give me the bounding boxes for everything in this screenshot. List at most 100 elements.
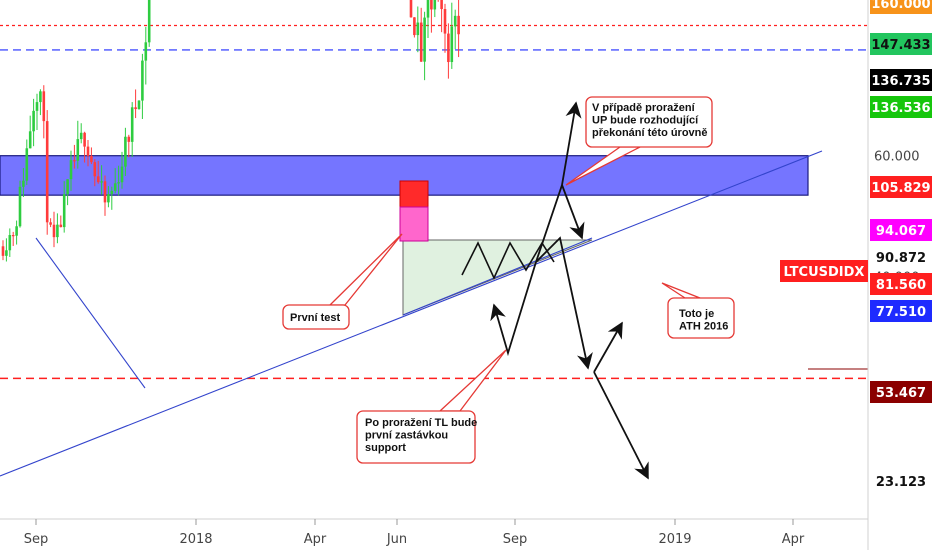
x-tick-label-4: Sep — [503, 532, 528, 547]
svg-text:147.433: 147.433 — [871, 38, 930, 53]
price-tag-6: 90.872 — [869, 245, 932, 269]
price-tag-0: 160.000 — [870, 0, 932, 14]
svg-text:160.000: 160.000 — [871, 0, 930, 12]
annotation-text-2-1: ATH 2016 — [679, 321, 728, 333]
candle-35 — [120, 151, 124, 189]
ascending-trendline — [0, 150, 823, 477]
candle-131 — [447, 23, 450, 79]
x-tick-label-5: 2019 — [658, 532, 691, 547]
svg-text:23.123: 23.123 — [876, 475, 926, 490]
candle-24 — [83, 131, 86, 163]
svg-text:77.510: 77.510 — [876, 305, 926, 320]
annotation-text-0-0: V případě proražení — [592, 102, 696, 114]
candle-14 — [49, 218, 52, 228]
candle-13 — [45, 110, 49, 235]
candle-37 — [127, 134, 131, 158]
candle-3 — [11, 231, 15, 246]
candle-127 — [433, 0, 437, 18]
triangle-lower-line — [402, 237, 593, 316]
candle-40 — [137, 100, 141, 110]
candle-38 — [130, 102, 134, 157]
svg-text:136.735: 136.735 — [871, 74, 930, 89]
candle-122 — [416, 6, 420, 53]
annotation-text-3-0: Po proražení TL bude — [365, 417, 477, 429]
candle-1 — [5, 238, 8, 262]
price-tag-1: 147.433 — [870, 33, 932, 55]
candle-29 — [100, 165, 103, 195]
candle-11 — [39, 89, 42, 116]
arrow-5 — [593, 371, 649, 480]
candle-0 — [1, 240, 5, 261]
candle-129 — [440, 0, 443, 33]
candle-134 — [457, 0, 460, 58]
arrow-4 — [593, 321, 623, 373]
annotation-text-2-0: Toto je — [679, 308, 714, 320]
candles — [1, 0, 460, 262]
annotation-callout-1: První test — [282, 233, 403, 330]
price-tag-5: 94.067 — [870, 219, 932, 241]
svg-text:105.829: 105.829 — [871, 181, 930, 196]
price-tag-8: 77.510 — [870, 300, 932, 322]
price-tag-7: 81.560 — [870, 273, 932, 295]
candle-7 — [25, 139, 29, 185]
svg-text:53.467: 53.467 — [876, 386, 926, 401]
x-tick-label-1: 2018 — [179, 532, 212, 547]
candle-43 — [147, 0, 151, 47]
candle-132 — [450, 2, 454, 69]
candle-41 — [141, 53, 144, 119]
candle-28 — [96, 160, 100, 184]
pink-box — [399, 206, 429, 242]
arrow-3 — [490, 261, 537, 357]
price-tag-2: 136.735 — [870, 69, 932, 91]
candle-9 — [32, 98, 35, 147]
svg-text:94.067: 94.067 — [876, 224, 926, 239]
candle-4 — [15, 220, 18, 245]
svg-text:81.560: 81.560 — [876, 278, 926, 293]
candle-36 — [124, 127, 127, 177]
candle-22 — [76, 120, 80, 169]
price-tag-9: 53.467 — [870, 381, 932, 403]
candle-128 — [437, 0, 439, 2]
svg-text:LTCUSDIDX: LTCUSDIDX — [784, 265, 865, 280]
candle-32 — [110, 186, 114, 210]
candle-2 — [8, 228, 12, 257]
candle-123 — [419, 7, 423, 62]
candle-133 — [453, 9, 457, 50]
candle-8 — [28, 115, 32, 149]
candle-121 — [413, 17, 416, 38]
arrow-1 — [561, 184, 585, 240]
descending-trendline — [35, 237, 146, 389]
candle-25 — [86, 140, 90, 167]
price-tag-3: 136.536 — [870, 96, 932, 118]
svg-text:90.872: 90.872 — [876, 251, 926, 266]
candle-31 — [107, 186, 110, 208]
x-tick-label-6: Apr — [782, 532, 805, 547]
x-tick-label-3: Jun — [386, 532, 407, 547]
candle-27 — [93, 159, 97, 187]
x-tick-label-2: Apr — [304, 532, 327, 547]
candle-124 — [423, 11, 426, 81]
candle-18 — [62, 181, 66, 233]
y-tick-label-1: 60.000 — [874, 150, 920, 165]
candle-6 — [22, 167, 25, 198]
candle-26 — [90, 147, 93, 165]
price-tag-4: 105.829 — [870, 176, 932, 198]
candle-39 — [134, 89, 137, 119]
candle-130 — [443, 3, 447, 53]
candle-5 — [18, 180, 22, 228]
arrow-2 — [535, 236, 593, 370]
candle-126 — [430, 0, 433, 33]
candle-21 — [73, 144, 76, 169]
red-box — [399, 180, 429, 208]
symbol-tag: LTCUSDIDX — [780, 260, 868, 282]
price-tag-10: 23.123 — [869, 469, 932, 493]
candle-12 — [42, 85, 46, 139]
svg-text:136.536: 136.536 — [871, 101, 930, 116]
candle-30 — [103, 175, 107, 216]
candle-23 — [79, 123, 83, 144]
x-tick-label-0: Sep — [24, 532, 49, 547]
